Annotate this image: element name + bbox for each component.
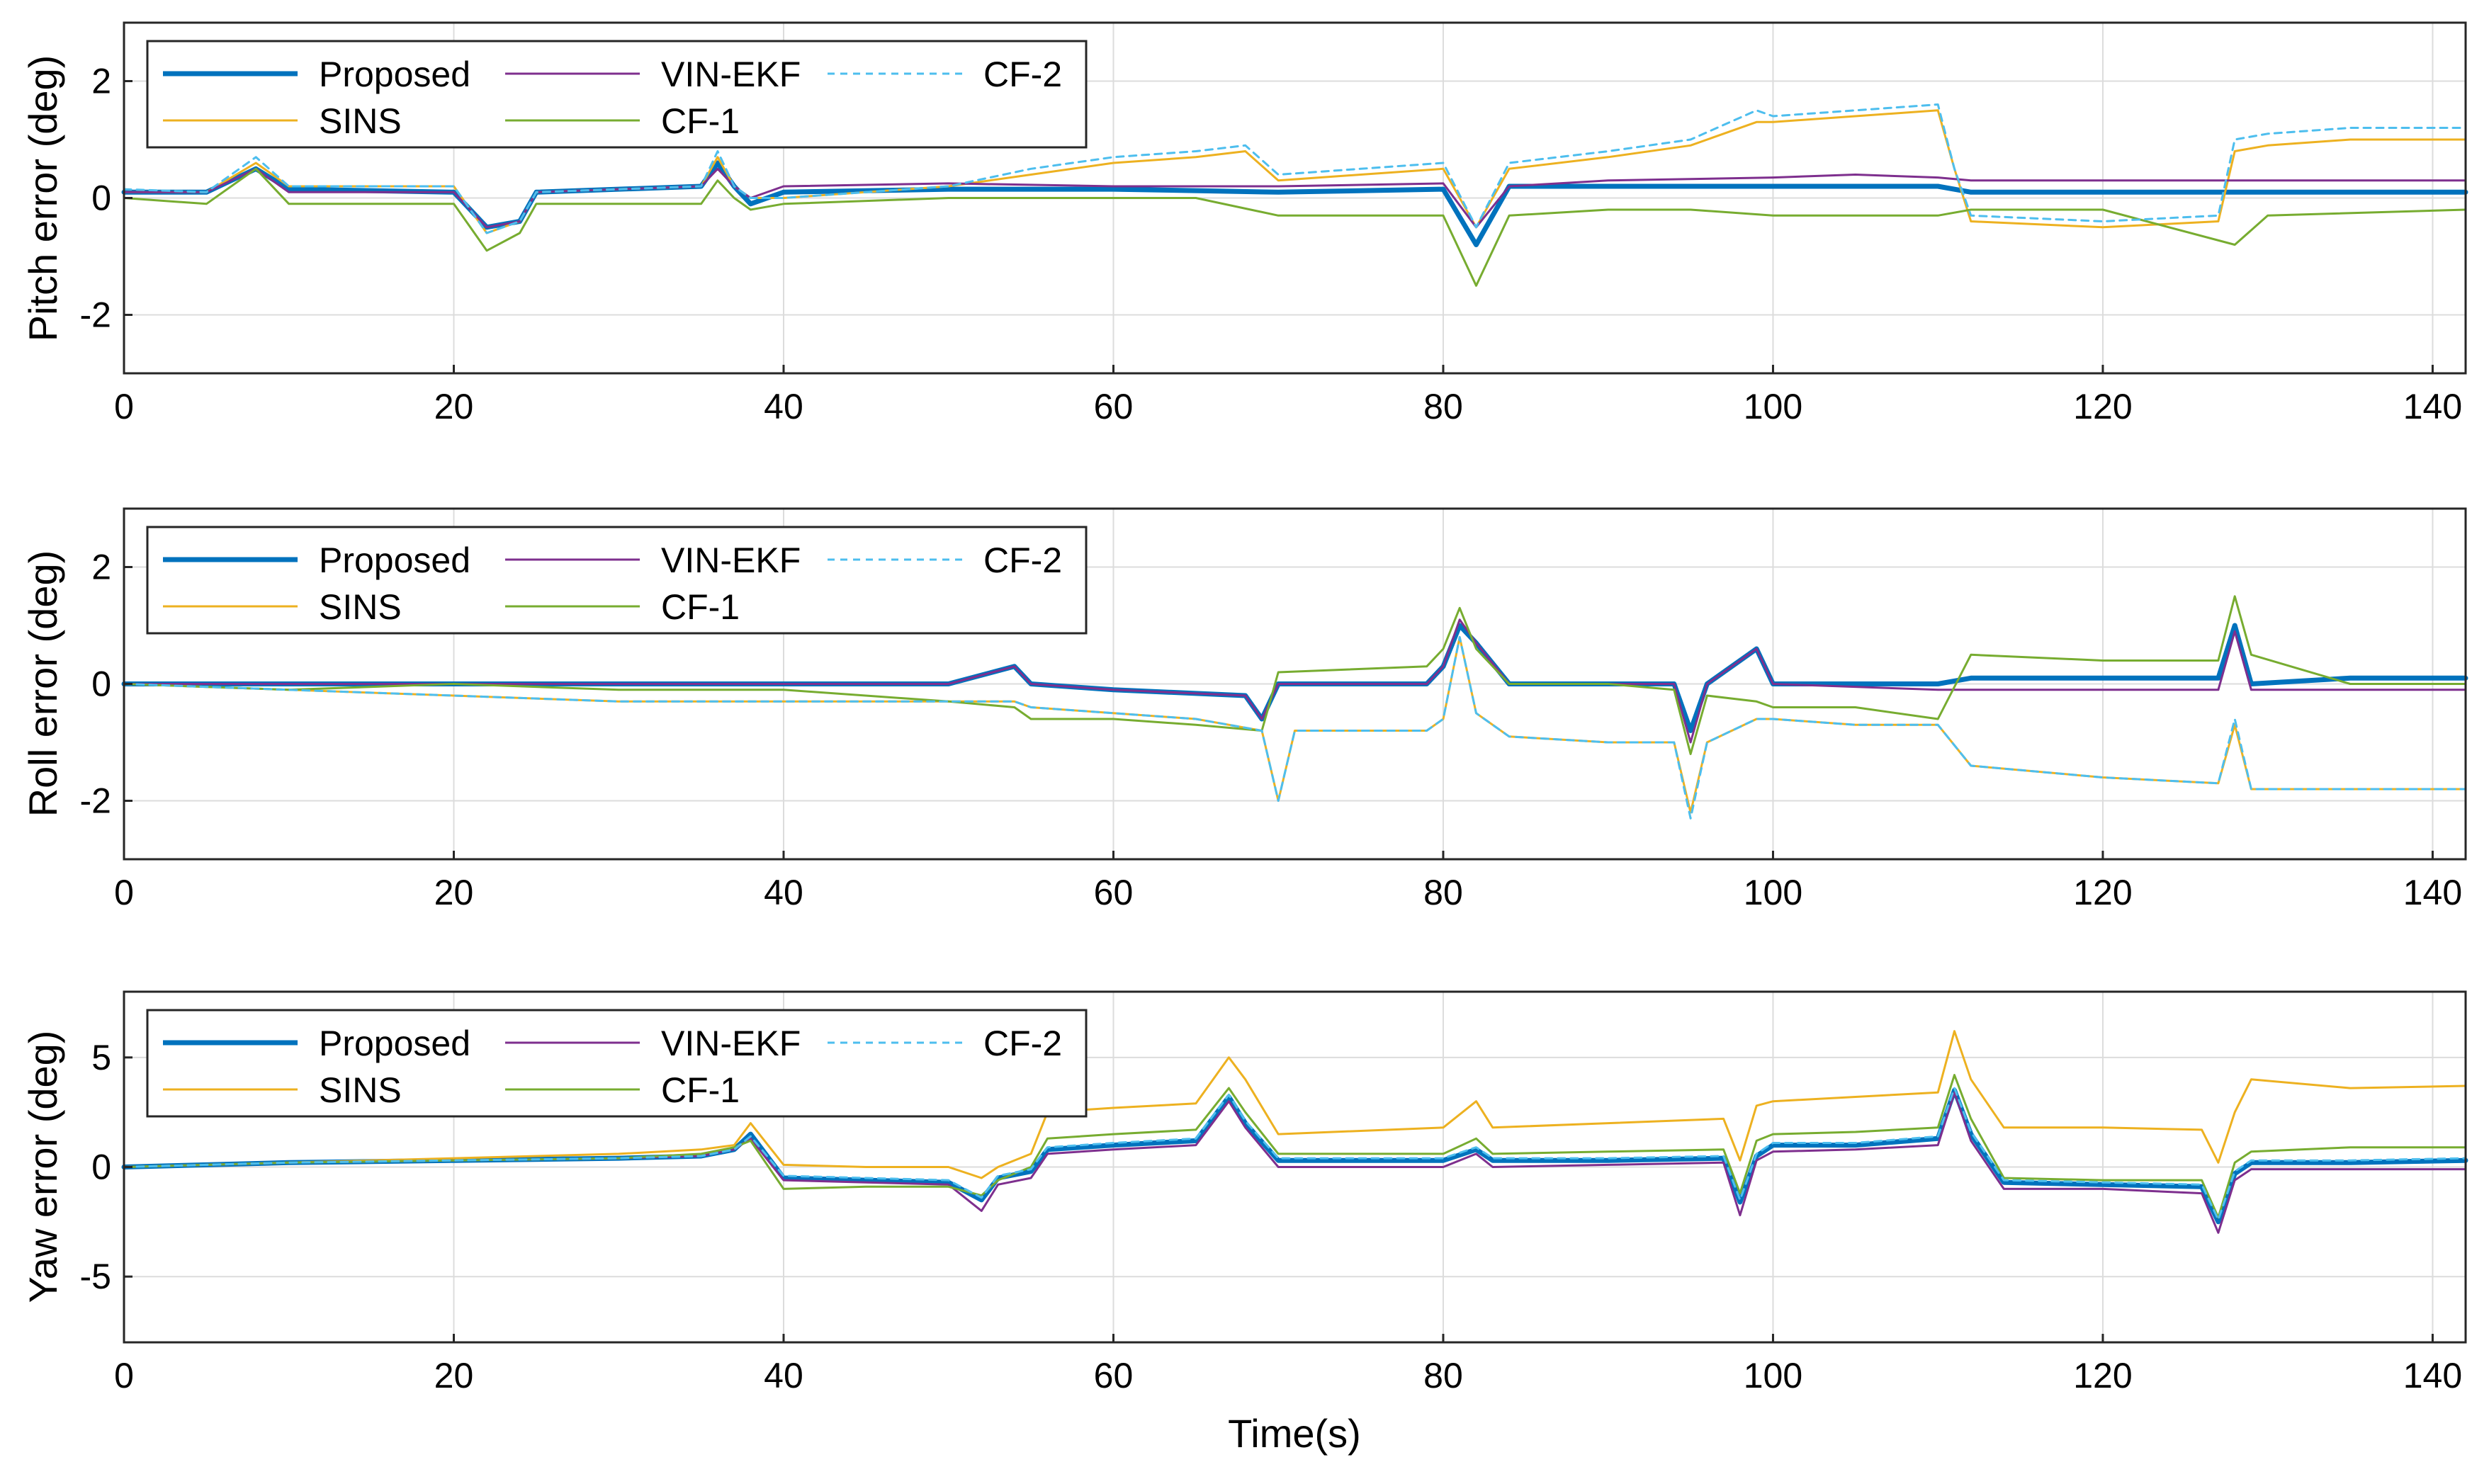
yaw-series-cf-1 <box>123 1074 2467 1219</box>
roll-y-tick-label--2: -2 <box>80 781 111 821</box>
roll-x-tick-label-0: 0 <box>114 873 134 912</box>
roll-legend-box <box>146 526 1088 635</box>
yaw-series-proposed <box>121 1087 2468 1225</box>
yaw-series-sins <box>123 1030 2467 1179</box>
panel-roll: 0 20 40 60 80 100 120 140 -2 0 2 Roll error (deg)… <box>21 507 2468 912</box>
pitch-y-tick-label-2: 2 <box>91 62 111 101</box>
yaw-y-tick-label--5: -5 <box>80 1257 111 1296</box>
roll-x-tick-label-80: 80 <box>1423 873 1463 912</box>
yaw-legend-label-vin-ekf: VIN-EKF <box>661 1024 801 1063</box>
yaw-x-tick-label-100: 100 <box>1744 1356 1802 1395</box>
yaw-series <box>121 1030 2468 1234</box>
pitch-y-axis-label: Pitch error (deg) <box>21 55 65 342</box>
pitch-x-tick-label-80: 80 <box>1423 387 1463 426</box>
roll-series <box>121 595 2468 820</box>
roll-legend-label-vin-ekf: VIN-EKF <box>661 540 801 580</box>
pitch-series-vin-ekf <box>123 167 2467 229</box>
roll-x-tick-label-60: 60 <box>1094 873 1134 912</box>
roll-x-tick-label-40: 40 <box>764 873 803 912</box>
pitch-x-tick-label-120: 120 <box>2073 387 2132 426</box>
pitch-legend-box <box>146 40 1088 149</box>
yaw-legend: Proposed VIN-EKF CF-2 SINS CF-1 <box>146 1009 1088 1118</box>
roll-y-axis-label: Roll error (deg) <box>21 550 65 817</box>
roll-series-proposed <box>121 623 2468 733</box>
roll-x-tick-label-20: 20 <box>434 873 474 912</box>
pitch-x-tick-label-0: 0 <box>114 387 134 426</box>
pitch-series-cf-1 <box>123 167 2467 287</box>
yaw-y-axis-label: Yaw error (deg) <box>21 1031 65 1303</box>
roll-x-tick-label-140: 140 <box>2403 873 2462 912</box>
yaw-x-tick-label-40: 40 <box>764 1356 803 1395</box>
panel-yaw: 0 20 40 60 80 100 120 140 -505 Yaw error (deg) … <box>21 990 2468 1395</box>
yaw-legend-label-cf-2: CF-2 <box>983 1024 1062 1063</box>
x-axis-label: Time(s) <box>1228 1411 1361 1456</box>
pitch-legend-label-cf-1: CF-1 <box>661 101 740 141</box>
pitch-x-ticks: 0 20 40 60 80 100 120 140 <box>114 365 2462 426</box>
yaw-series-cf-2 <box>123 1087 2467 1221</box>
pitch-y-ticks: -2 0 2 <box>80 62 132 335</box>
pitch-x-tick-label-20: 20 <box>434 387 474 426</box>
yaw-x-tick-label-140: 140 <box>2403 1356 2462 1395</box>
yaw-y-ticks: -5 0 5 <box>80 1038 132 1296</box>
roll-x-ticks: 0 20 40 60 80 100 120 140 <box>114 851 2462 912</box>
roll-series-vin-ekf <box>123 618 2467 744</box>
yaw-series-vin-ekf <box>123 1091 2467 1234</box>
roll-legend-label-cf-1: CF-1 <box>661 587 740 627</box>
pitch-x-tick-label-40: 40 <box>764 387 803 426</box>
pitch-legend-label-cf-2: CF-2 <box>983 55 1062 94</box>
pitch-x-tick-label-60: 60 <box>1094 387 1134 426</box>
pitch-y-tick-label-0: 0 <box>91 179 111 218</box>
pitch-series-cf-2 <box>123 103 2467 234</box>
yaw-x-tick-label-20: 20 <box>434 1356 474 1395</box>
yaw-y-tick-label-0: 0 <box>91 1148 111 1187</box>
yaw-x-tick-label-0: 0 <box>114 1356 134 1395</box>
pitch-legend-label-sins: SINS <box>319 101 402 141</box>
roll-x-tick-label-100: 100 <box>1744 873 1802 912</box>
yaw-x-tick-label-80: 80 <box>1423 1356 1463 1395</box>
roll-y-tick-label-2: 2 <box>91 548 111 587</box>
yaw-y-tick-label-5: 5 <box>91 1038 111 1077</box>
pitch-y-tick-label--2: -2 <box>80 295 111 335</box>
roll-y-tick-label-0: 0 <box>91 664 111 704</box>
pitch-legend-label-proposed: Proposed <box>319 55 470 94</box>
pitch-x-tick-label-100: 100 <box>1744 387 1802 426</box>
roll-y-ticks: -2 0 2 <box>80 548 132 821</box>
pitch-series <box>121 103 2468 287</box>
yaw-legend-label-sins: SINS <box>319 1070 402 1110</box>
roll-legend-label-proposed: Proposed <box>319 540 470 580</box>
yaw-x-tick-label-60: 60 <box>1094 1356 1134 1395</box>
yaw-x-tick-label-120: 120 <box>2073 1356 2132 1395</box>
pitch-legend-label-vin-ekf: VIN-EKF <box>661 55 801 94</box>
yaw-legend-label-proposed: Proposed <box>319 1024 470 1063</box>
roll-legend-label-sins: SINS <box>319 587 402 627</box>
roll-x-tick-label-120: 120 <box>2073 873 2132 912</box>
roll-series-cf-2 <box>123 636 2467 820</box>
yaw-legend-box <box>146 1009 1088 1118</box>
roll-series-sins <box>123 636 2467 814</box>
yaw-x-ticks: 0 20 40 60 80 100 120 140 <box>114 1334 2462 1395</box>
panel-pitch: 0 20 40 60 80 100 120 140 -2 0 2 Pitch error (deg… <box>21 21 2468 426</box>
pitch-legend: Proposed VIN-EKF CF-2 SINS CF-1 <box>146 40 1088 149</box>
pitch-x-tick-label-140: 140 <box>2403 387 2462 426</box>
roll-legend: Proposed VIN-EKF CF-2 SINS CF-1 <box>146 526 1088 635</box>
roll-legend-label-cf-2: CF-2 <box>983 540 1062 580</box>
yaw-legend-label-cf-1: CF-1 <box>661 1070 740 1110</box>
